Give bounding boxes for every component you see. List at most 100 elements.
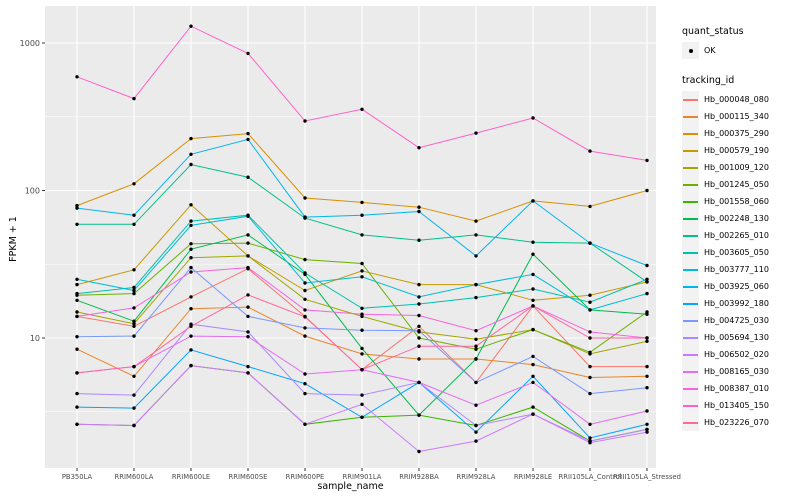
data-point bbox=[132, 306, 136, 310]
legend-key-swatch bbox=[682, 380, 699, 397]
legend-item-Hb_001558_060: Hb_001558_060 bbox=[682, 193, 800, 210]
legend-item-Hb_000048_080: Hb_000048_080 bbox=[682, 91, 800, 108]
legend-item-label: Hb_005694_130 bbox=[704, 333, 769, 342]
x-tick-label: RRIM600PE bbox=[286, 473, 325, 481]
data-point bbox=[417, 238, 421, 242]
legend-key-swatch bbox=[682, 142, 699, 159]
data-point bbox=[132, 285, 136, 290]
legend-item-Hb_006502_020: Hb_006502_020 bbox=[682, 346, 800, 363]
data-point bbox=[189, 203, 193, 207]
data-point bbox=[303, 326, 307, 330]
line-swatch-icon bbox=[683, 370, 698, 373]
legend: quant_status OK tracking_id Hb_000048_08… bbox=[682, 26, 800, 431]
legend-item-label: Hb_004725_030 bbox=[704, 316, 769, 325]
data-point bbox=[189, 24, 193, 28]
data-point bbox=[474, 219, 478, 223]
legend-item-Hb_002265_010: Hb_002265_010 bbox=[682, 227, 800, 244]
data-point bbox=[474, 423, 478, 428]
data-point bbox=[531, 362, 535, 367]
line-swatch-icon bbox=[683, 336, 698, 339]
data-point bbox=[360, 328, 364, 332]
data-point bbox=[303, 119, 307, 123]
legend-item-label: Hb_000579_190 bbox=[704, 146, 769, 155]
line-swatch-icon bbox=[683, 183, 698, 186]
legend-item-label: Hb_001558_060 bbox=[704, 197, 769, 206]
data-point bbox=[531, 354, 535, 359]
data-point bbox=[474, 430, 478, 434]
data-point bbox=[474, 439, 478, 443]
plot-panel bbox=[45, 6, 656, 468]
data-point bbox=[588, 293, 592, 297]
data-point bbox=[189, 242, 193, 246]
data-point bbox=[189, 295, 193, 299]
legend-item-Hb_000579_190: Hb_000579_190 bbox=[682, 142, 800, 159]
data-point bbox=[417, 209, 421, 214]
legend-key-swatch bbox=[682, 193, 699, 210]
legend-key-ok bbox=[682, 42, 699, 59]
x-tick-label: RRIM928BA bbox=[399, 473, 439, 481]
data-point bbox=[588, 300, 592, 304]
data-point bbox=[417, 336, 421, 340]
legend-key-swatch bbox=[682, 125, 699, 142]
line-swatch-icon bbox=[683, 421, 698, 424]
line-swatch-icon bbox=[683, 268, 698, 271]
legend-item-Hb_003992_180: Hb_003992_180 bbox=[682, 295, 800, 312]
x-tick-label: RRIM928LA bbox=[457, 473, 496, 481]
data-point bbox=[303, 257, 307, 262]
data-point bbox=[360, 233, 364, 237]
data-point bbox=[531, 272, 535, 277]
data-point bbox=[132, 406, 136, 410]
data-point bbox=[189, 256, 193, 260]
legend-key-swatch bbox=[682, 295, 699, 312]
line-swatch-icon bbox=[683, 217, 698, 220]
legend-key-swatch bbox=[682, 210, 699, 227]
data-point bbox=[531, 287, 535, 291]
data-point bbox=[474, 347, 478, 351]
data-point bbox=[189, 152, 193, 156]
data-point bbox=[75, 277, 79, 281]
data-point bbox=[189, 363, 193, 368]
data-point bbox=[246, 137, 250, 142]
legend-title-quant-status: quant_status bbox=[682, 26, 744, 37]
legend-item-Hb_003605_050: Hb_003605_050 bbox=[682, 244, 800, 261]
data-point bbox=[189, 247, 193, 251]
data-point bbox=[531, 405, 535, 409]
data-point bbox=[132, 268, 136, 272]
data-point bbox=[360, 306, 364, 310]
data-point bbox=[645, 364, 649, 369]
data-point bbox=[303, 288, 307, 293]
x-tick-label: RRIM600SE bbox=[229, 473, 268, 481]
data-point bbox=[303, 297, 307, 301]
data-point bbox=[132, 213, 136, 217]
data-point bbox=[474, 254, 478, 258]
data-point bbox=[588, 149, 592, 153]
data-point bbox=[474, 403, 478, 407]
legend-key-swatch bbox=[682, 329, 699, 346]
legend-key-swatch bbox=[682, 363, 699, 380]
data-point bbox=[132, 324, 136, 328]
data-point bbox=[588, 241, 592, 245]
legend-item-label: Hb_001245_050 bbox=[704, 180, 769, 189]
legend-item-Hb_001009_120: Hb_001009_120 bbox=[682, 159, 800, 176]
data-point bbox=[75, 282, 79, 287]
data-point bbox=[132, 364, 136, 369]
line-swatch-icon bbox=[683, 149, 698, 152]
data-point bbox=[360, 415, 364, 419]
line-swatch-icon bbox=[683, 285, 698, 288]
data-point bbox=[531, 304, 535, 308]
data-point bbox=[360, 312, 364, 316]
legend-item-Hb_005694_130: Hb_005694_130 bbox=[682, 329, 800, 346]
legend-key-swatch bbox=[682, 91, 699, 108]
data-point bbox=[189, 270, 193, 274]
data-point bbox=[75, 291, 79, 296]
data-point bbox=[645, 374, 649, 378]
data-point bbox=[417, 329, 421, 333]
line-swatch-icon bbox=[683, 353, 698, 356]
data-point bbox=[75, 222, 79, 226]
data-point bbox=[417, 282, 421, 287]
data-point bbox=[417, 344, 421, 348]
data-point bbox=[303, 215, 307, 219]
data-point bbox=[132, 222, 136, 226]
line-swatch-icon bbox=[683, 166, 698, 169]
